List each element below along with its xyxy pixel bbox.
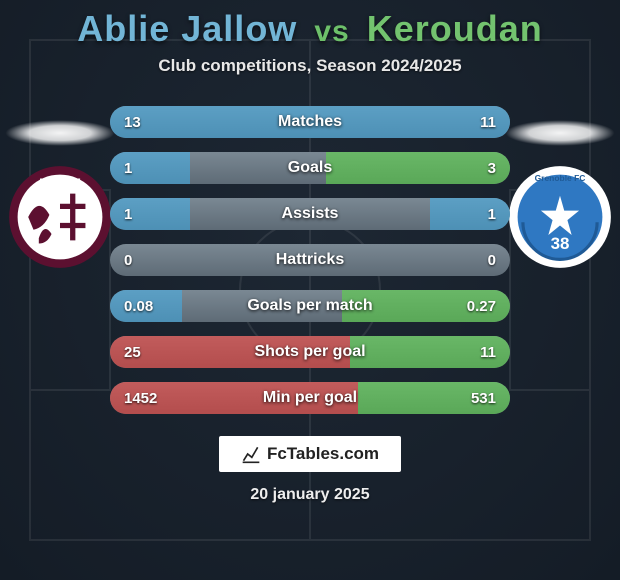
stat-row: 1311Matches (110, 106, 510, 138)
bar-track (110, 244, 510, 276)
stat-right-value: 11 (466, 106, 510, 138)
stat-left-value: 0 (110, 244, 146, 276)
stat-left-value: 0.08 (110, 290, 167, 322)
stat-right-value: 3 (474, 152, 510, 184)
chart-icon (241, 444, 261, 464)
right-club-badge-wrap: Grenoble FC 38 (500, 120, 620, 270)
stat-left-value: 1 (110, 198, 146, 230)
shadow-ellipse-left (5, 120, 115, 146)
stat-row: 1452531Min per goal (110, 382, 510, 414)
stat-row: 0.080.27Goals per match (110, 290, 510, 322)
stat-right-value: 1 (474, 198, 510, 230)
player1-name: Ablie Jallow (77, 8, 297, 49)
content: Ablie Jallow vs Keroudan Club competitio… (0, 0, 620, 580)
stat-left-value: 25 (110, 336, 155, 368)
grenoble-logo-icon: Grenoble FC 38 (507, 164, 613, 270)
metz-logo-icon: FC METZ (7, 164, 113, 270)
stat-right-value: 11 (466, 336, 510, 368)
stat-right-value: 0 (474, 244, 510, 276)
svg-text:Grenoble FC: Grenoble FC (535, 173, 586, 183)
stat-right-value: 0.27 (453, 290, 510, 322)
left-club-badge: FC METZ (7, 164, 113, 270)
stat-row: 13Goals (110, 152, 510, 184)
player2-name: Keroudan (367, 8, 543, 49)
watermark[interactable]: FcTables.com (219, 436, 401, 472)
stat-left-value: 1452 (110, 382, 171, 414)
shadow-ellipse-right (505, 120, 615, 146)
date-text: 20 january 2025 (250, 486, 369, 504)
stats-bars: 1311Matches13Goals11Assists00Hattricks0.… (110, 106, 510, 414)
vs-text: vs (314, 15, 349, 48)
stat-right-value: 531 (457, 382, 510, 414)
watermark-text: FcTables.com (267, 444, 379, 464)
svg-text:FC METZ: FC METZ (39, 177, 80, 188)
stat-left-value: 1 (110, 152, 146, 184)
page-title: Ablie Jallow vs Keroudan (77, 8, 542, 50)
right-club-badge: Grenoble FC 38 (507, 164, 613, 270)
subtitle: Club competitions, Season 2024/2025 (158, 56, 461, 76)
stat-left-value: 13 (110, 106, 155, 138)
stat-row: 11Assists (110, 198, 510, 230)
left-club-badge-wrap: FC METZ (0, 120, 120, 270)
stat-row: 00Hattricks (110, 244, 510, 276)
svg-text:38: 38 (551, 234, 570, 253)
stat-row: 2511Shots per goal (110, 336, 510, 368)
